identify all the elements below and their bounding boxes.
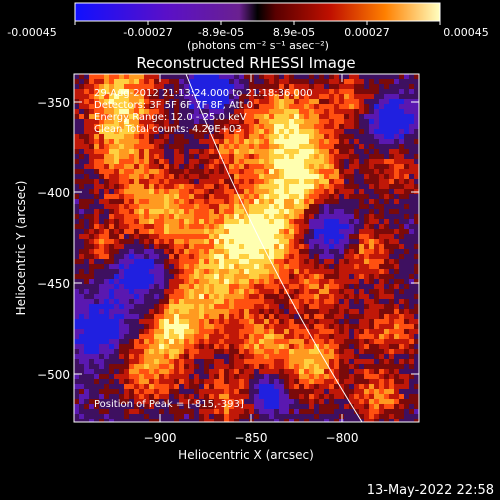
colorbar-tick-label: 0.00045 xyxy=(443,26,489,39)
colorbar-tick-label: -0.00045 xyxy=(7,26,56,39)
x-axis: −900 −850 −800 Heliocentric X (arcsec) xyxy=(144,74,359,462)
y-tick-label: −400 xyxy=(37,186,70,200)
y-axis: −350 −400 −450 −500 Heliocentric Y (arcs… xyxy=(14,96,419,382)
colorbar-unit-label: (photons cm⁻² s⁻¹ asec⁻²) xyxy=(187,39,329,52)
colorbar-gradient xyxy=(74,2,441,22)
annotations: 29-Aug-2012 21:13:24.000 to 21:18:36.000… xyxy=(94,88,313,410)
x-tick-label: −800 xyxy=(326,431,359,445)
y-axis-label: Heliocentric Y (arcsec) xyxy=(14,181,28,316)
solar-limb-line xyxy=(185,73,363,423)
y-tick-label: −350 xyxy=(37,96,70,110)
x-tick-label: −850 xyxy=(235,431,268,445)
colorbar-tick-label: -8.9e-05 xyxy=(198,26,244,39)
annotation-clean: Clean Total counts: 4.29E+03 xyxy=(94,124,242,135)
colorbar: -0.00045 -0.00027 -8.9e-05 8.9e-05 0.000… xyxy=(7,2,489,52)
colorbar-tick-label: 0.00027 xyxy=(344,26,390,39)
colorbar-tick-marks xyxy=(74,21,441,25)
annotation-detectors: Detectors: 3F 5F 6F 7F 8F, Att 0 xyxy=(94,100,253,111)
footer-timestamp: 13-May-2022 22:58 xyxy=(367,483,494,498)
annotation-energy: Energy Range: 12.0 - 25.0 keV xyxy=(94,112,247,123)
plot-title: Reconstructed RHESSI Image xyxy=(136,54,355,72)
colorbar-tick-label: 8.9e-05 xyxy=(273,26,315,39)
annotation-time-range: 29-Aug-2012 21:13:24.000 to 21:18:36.000 xyxy=(94,88,313,99)
annotation-peak: Position of Peak = [-815,-393] xyxy=(94,399,244,410)
y-tick-label: −450 xyxy=(37,277,70,291)
x-axis-label: Heliocentric X (arcsec) xyxy=(178,448,314,462)
plot-area: 29-Aug-2012 21:13:24.000 to 21:18:36.000… xyxy=(73,73,420,423)
x-tick-label: −900 xyxy=(144,431,177,445)
colorbar-tick-label: -0.00027 xyxy=(123,26,172,39)
heatmap xyxy=(74,74,419,422)
plot-frame xyxy=(73,73,420,423)
y-tick-label: −500 xyxy=(37,368,70,382)
